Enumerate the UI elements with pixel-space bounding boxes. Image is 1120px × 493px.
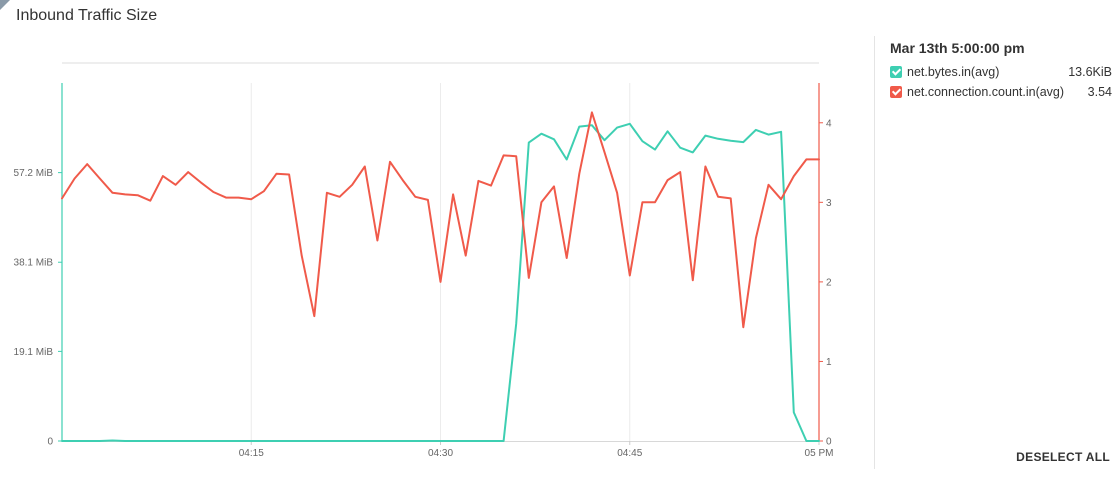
legend-item-name: net.connection.count.in(avg): [907, 85, 1065, 99]
panel-corner-marker: [0, 0, 10, 10]
y-right-tick-label: 4: [826, 118, 832, 129]
x-tick-label: 04:45: [617, 448, 642, 459]
y-right-tick-label: 3: [826, 198, 832, 209]
deselect-all-button[interactable]: DESELECT ALL: [1016, 450, 1110, 464]
y-left-tick-label: 0: [47, 437, 53, 448]
series-line-bytes-in: [61, 122, 820, 442]
legend-item-name: net.bytes.in(avg): [907, 65, 1000, 79]
y-left-tick-label: 19.1 MiB: [14, 347, 54, 358]
y-right-tick-label: 0: [826, 437, 832, 448]
y-right-tick-label: 1: [826, 357, 832, 368]
legend-timestamp: Mar 13th 5:00:00 pm: [890, 40, 1025, 56]
legend-item-value: 3.54: [1087, 85, 1112, 99]
panel-title: Inbound Traffic Size: [16, 7, 158, 24]
y-left-tick-label: 38.1 MiB: [14, 258, 54, 269]
x-tick-label: 05 PM: [805, 448, 834, 459]
legend-item-connection-count[interactable]: net.connection.count.in(avg) 3.54: [890, 82, 1112, 102]
legend-panel: Mar 13th 5:00:00 pm net.bytes.in(avg) 13…: [890, 40, 1112, 102]
x-tick-label: 04:30: [428, 448, 453, 459]
chart-svg[interactable]: 0 19.1 MiB 38.1 MiB 57.2 MiB 0 1 2 3 4 04:15 04:30…: [0, 0, 870, 493]
line-chart[interactable]: 0 19.1 MiB 38.1 MiB 57.2 MiB 0 1 2 3 4 04:15 04:30…: [0, 0, 870, 493]
y-right-tick-label: 2: [826, 277, 832, 288]
legend-divider: [874, 36, 875, 469]
legend-item-bytes-in[interactable]: net.bytes.in(avg) 13.6KiB: [890, 62, 1112, 82]
series-line-connection-count: [61, 111, 820, 329]
y-left-tick-label: 57.2 MiB: [14, 168, 54, 179]
legend-item-value: 13.6KiB: [1068, 65, 1112, 79]
x-tick-label: 04:15: [239, 448, 264, 459]
checkbox-checked-icon[interactable]: [890, 66, 902, 78]
checkbox-checked-icon[interactable]: [890, 86, 902, 98]
